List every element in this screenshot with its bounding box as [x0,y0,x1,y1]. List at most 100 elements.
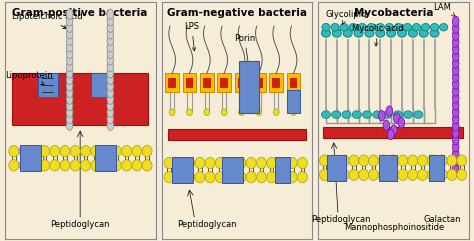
Ellipse shape [421,23,429,31]
Ellipse shape [359,169,369,181]
Ellipse shape [277,172,287,183]
Bar [168,129,306,140]
Ellipse shape [50,160,60,171]
Ellipse shape [226,172,236,183]
Ellipse shape [215,157,226,169]
Circle shape [107,16,114,26]
Circle shape [452,44,459,54]
Ellipse shape [205,172,215,183]
Ellipse shape [236,172,246,183]
Ellipse shape [187,109,192,115]
Bar [287,73,301,92]
Ellipse shape [387,29,396,37]
Circle shape [452,86,459,96]
Ellipse shape [418,169,428,181]
Bar [186,78,193,88]
Ellipse shape [169,109,175,115]
Ellipse shape [101,146,111,157]
Ellipse shape [408,29,418,37]
Bar [12,73,148,125]
Text: Porin: Porin [234,33,255,65]
Circle shape [66,100,73,111]
Circle shape [66,87,73,98]
Ellipse shape [457,169,467,181]
Ellipse shape [352,111,361,118]
Ellipse shape [81,146,91,157]
Ellipse shape [40,160,49,171]
Text: Gram-positive bacteria: Gram-positive bacteria [12,8,148,18]
Ellipse shape [437,169,447,181]
Text: Glycolipid: Glycolipid [326,10,367,24]
Ellipse shape [19,146,29,157]
Ellipse shape [277,157,287,169]
Ellipse shape [403,111,412,118]
Ellipse shape [185,157,195,169]
Ellipse shape [246,157,256,169]
Circle shape [452,114,459,124]
Ellipse shape [388,169,398,181]
Circle shape [452,23,459,33]
Bar [220,78,228,88]
Circle shape [452,16,459,27]
Bar [235,73,248,92]
Circle shape [66,42,73,52]
Circle shape [66,16,73,26]
Circle shape [66,55,73,65]
Ellipse shape [398,169,408,181]
Circle shape [398,118,405,128]
Circle shape [66,22,73,33]
Ellipse shape [246,172,256,183]
Ellipse shape [342,111,351,118]
Ellipse shape [195,157,205,169]
Bar [255,78,263,88]
Ellipse shape [349,155,359,166]
Circle shape [107,55,114,65]
Circle shape [66,61,73,72]
Circle shape [66,35,73,46]
Bar [379,155,397,181]
Ellipse shape [414,111,423,118]
Bar [218,73,231,92]
Ellipse shape [359,155,369,166]
Ellipse shape [236,157,246,169]
Ellipse shape [91,146,101,157]
Bar [172,157,193,183]
Ellipse shape [332,29,341,37]
Ellipse shape [91,160,101,171]
Bar [168,78,176,88]
Circle shape [452,51,459,61]
Ellipse shape [321,111,330,118]
Ellipse shape [408,169,418,181]
Circle shape [107,68,114,78]
Bar [428,155,444,181]
Bar [269,73,283,92]
Ellipse shape [215,172,226,183]
Ellipse shape [298,172,308,183]
Ellipse shape [408,155,418,166]
Circle shape [452,128,459,138]
Text: Peptidoglycan: Peptidoglycan [311,215,371,224]
Bar [252,73,265,92]
Text: Lipoteichoic acid: Lipoteichoic acid [12,12,83,29]
Circle shape [452,156,459,166]
Ellipse shape [376,23,384,31]
Circle shape [66,120,73,130]
Ellipse shape [354,29,363,37]
Circle shape [107,81,114,91]
Circle shape [452,107,459,117]
Ellipse shape [70,160,80,171]
Ellipse shape [430,29,439,37]
Ellipse shape [385,23,393,31]
Bar [328,155,346,181]
Circle shape [383,120,390,130]
Ellipse shape [329,169,339,181]
Ellipse shape [321,29,330,37]
Circle shape [107,107,114,117]
Ellipse shape [9,146,19,157]
Bar [91,73,110,97]
Ellipse shape [428,155,438,166]
Ellipse shape [221,109,227,115]
Ellipse shape [205,157,215,169]
Circle shape [66,48,73,59]
Bar [38,73,57,97]
